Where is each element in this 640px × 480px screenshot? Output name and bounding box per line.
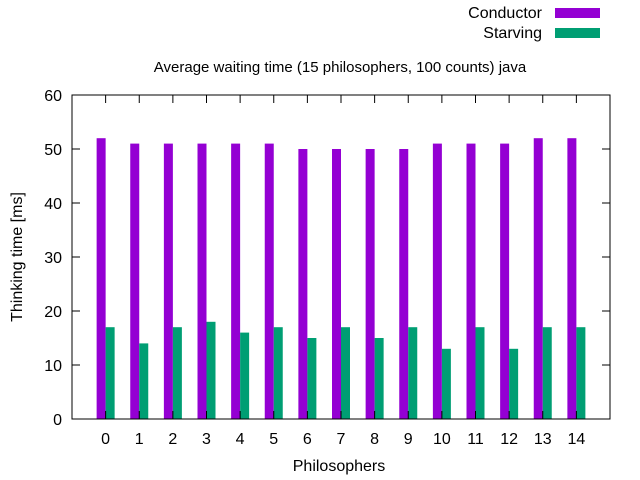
bar-conductor-2	[163, 143, 173, 419]
x-axis-label: Philosophers	[293, 458, 386, 475]
legend: Conductor Starving	[468, 5, 600, 42]
bar-conductor-9	[399, 149, 409, 419]
bar-starving-5	[273, 327, 283, 419]
y-axis-label: Thinking time [ms]	[9, 192, 26, 322]
bar-starving-2	[172, 327, 182, 419]
x-tick-label-12: 12	[500, 431, 518, 448]
bar-starving-1	[139, 343, 149, 419]
bar-starving-6	[307, 338, 317, 419]
x-tick-label-2: 2	[168, 431, 177, 448]
bar-conductor-12	[500, 143, 510, 419]
bars	[96, 138, 586, 419]
legend-swatch-conductor	[555, 8, 600, 18]
y-tick-label-0: 0	[53, 412, 62, 429]
bar-conductor-5	[264, 143, 274, 419]
y-tick-label-40: 40	[44, 196, 62, 213]
x-tick-label-5: 5	[269, 431, 278, 448]
bar-starving-12	[509, 348, 519, 419]
legend-label-starving: Starving	[483, 25, 542, 42]
bar-conductor-6	[298, 149, 308, 419]
legend-label-conductor: Conductor	[468, 5, 542, 22]
bar-starving-4	[240, 332, 250, 419]
chart-title: Average waiting time (15 philosophers, 1…	[154, 59, 527, 76]
x-tick-label-11: 11	[467, 431, 484, 448]
bar-starving-13	[542, 327, 552, 419]
bar-starving-7	[341, 327, 350, 419]
x-tick-label-1: 1	[135, 431, 144, 448]
bar-starving-9	[408, 327, 418, 419]
y-tick-label-30: 30	[44, 250, 62, 267]
x-tick-label-0: 0	[101, 431, 110, 448]
bar-conductor-7	[332, 149, 341, 419]
bar-conductor-8	[365, 149, 375, 419]
bar-starving-0	[105, 327, 115, 419]
x-tick-label-14: 14	[567, 431, 585, 448]
bar-conductor-0	[96, 138, 106, 419]
bar-starving-14	[576, 327, 586, 419]
bar-starving-8	[374, 338, 384, 419]
bar-starving-10	[441, 348, 451, 419]
x-tick-label-13: 13	[534, 431, 552, 448]
legend-swatch-starving	[555, 28, 600, 38]
x-tick-label-9: 9	[404, 431, 413, 448]
bar-conductor-1	[130, 143, 140, 419]
y-tick-label-60: 60	[44, 88, 62, 105]
bar-conductor-11	[466, 143, 476, 419]
y-tick-label-50: 50	[44, 142, 62, 159]
bar-conductor-3	[197, 143, 207, 419]
bar-starving-11	[475, 327, 485, 419]
y-tick-label-10: 10	[44, 358, 62, 375]
x-tick-label-4: 4	[236, 431, 245, 448]
bar-conductor-13	[533, 138, 543, 419]
bar-conductor-10	[432, 143, 442, 419]
x-tick-label-6: 6	[303, 431, 312, 448]
bar-conductor-14	[567, 138, 577, 419]
bar-conductor-4	[231, 143, 241, 419]
x-tick-label-3: 3	[202, 431, 211, 448]
x-tick-label-10: 10	[433, 431, 451, 448]
y-tick-label-20: 20	[44, 304, 62, 321]
bar-starving-3	[206, 321, 216, 419]
x-tick-label-7: 7	[337, 431, 346, 448]
x-tick-label-8: 8	[370, 431, 379, 448]
